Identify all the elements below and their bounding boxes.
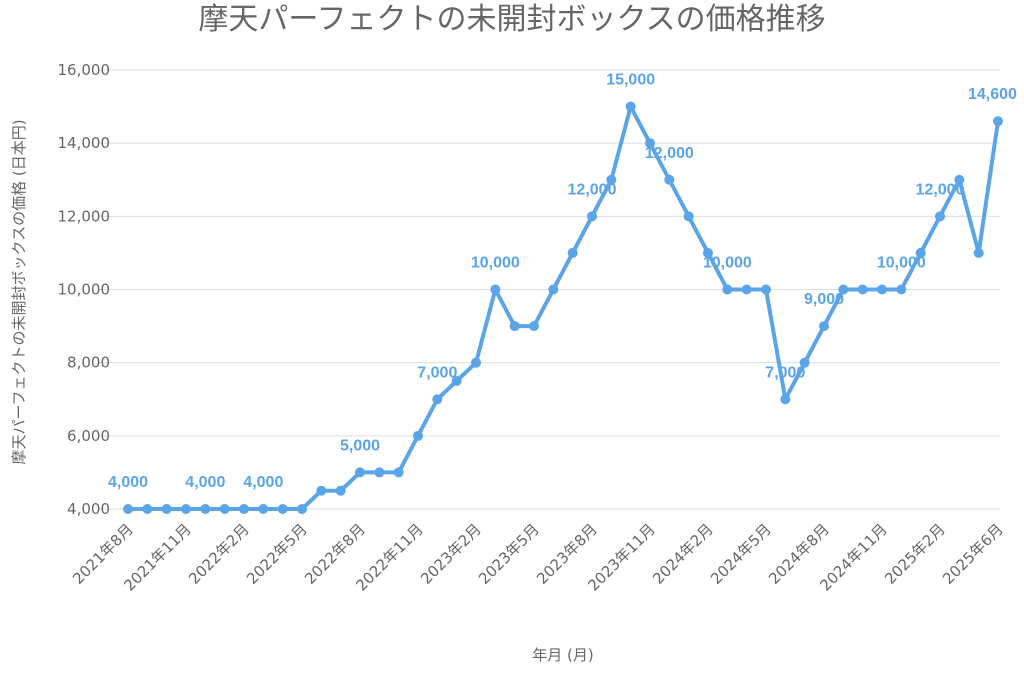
- data-point: [413, 430, 423, 441]
- data-labels: 4,000 4,000 4,000 5,000 7,000 10,000 12,000 15,…: [108, 72, 1017, 491]
- y-tick-label: 12,000: [58, 207, 111, 225]
- x-tick-label: 2024年2月: [649, 520, 717, 588]
- data-label: 15,000: [606, 72, 655, 89]
- x-tick-label: 2022年5月: [243, 520, 311, 588]
- data-point: [529, 321, 539, 332]
- y-axis-title: 摩天パーフェクトの未開封ボックスの価格 (日本円): [10, 119, 28, 464]
- data-point: [123, 504, 133, 514]
- data-point: [683, 211, 694, 222]
- y-tick-labels: 4,000 6,000 8,000 10,000 12,000 14,000 16,000: [58, 61, 111, 518]
- data-point: [761, 284, 771, 295]
- data-point: [877, 284, 887, 295]
- y-tick-label: 6,000: [67, 427, 110, 445]
- data-point: [915, 247, 926, 258]
- data-point: [780, 394, 791, 405]
- data-point: [219, 504, 230, 514]
- data-point: [393, 467, 404, 478]
- data-label: 5,000: [340, 437, 380, 454]
- data-label: 10,000: [703, 255, 752, 272]
- series-line-layer: [126, 104, 1000, 511]
- data-point: [606, 174, 617, 185]
- data-point: [664, 174, 675, 185]
- data-point: [142, 504, 153, 514]
- data-point: [799, 357, 810, 368]
- data-point: [954, 174, 965, 185]
- data-point: [857, 284, 868, 295]
- x-axis-title: 年月 (月): [532, 646, 593, 664]
- data-label: 12,000: [568, 181, 617, 198]
- chart-title: 摩天パーフェクトの未開封ボックスの価格推移: [198, 2, 826, 37]
- data-label: 4,000: [185, 474, 225, 491]
- data-point: [567, 247, 578, 258]
- data-point: [645, 138, 655, 149]
- data-label: 9,000: [804, 291, 844, 308]
- data-point: [258, 504, 269, 514]
- data-point: [973, 247, 984, 258]
- x-tick-label: 2025年2月: [881, 520, 949, 588]
- data-points: [123, 101, 1003, 514]
- x-tick-label: 2022年2月: [185, 520, 253, 588]
- data-label: 10,000: [877, 255, 926, 272]
- x-tick-label: 2025年6月: [939, 520, 1007, 588]
- data-label: 4,000: [108, 474, 148, 491]
- data-point: [819, 321, 829, 332]
- data-label: 4,000: [243, 474, 283, 491]
- x-tick-label: 2023年5月: [475, 520, 543, 588]
- data-point: [277, 504, 288, 514]
- data-point: [509, 321, 520, 332]
- data-point: [432, 394, 443, 405]
- x-tick-labels: 2021年8月2021年11月2022年2月2022年5月2022年8月2022…: [69, 520, 1007, 594]
- y-tick-label: 14,000: [58, 134, 111, 152]
- data-label: 12,000: [916, 181, 965, 198]
- data-point: [490, 284, 501, 295]
- data-point: [200, 504, 211, 514]
- data-point: [993, 116, 1003, 127]
- data-point: [471, 357, 481, 368]
- data-point: [935, 211, 945, 222]
- data-point: [703, 247, 713, 258]
- data-point: [239, 504, 249, 514]
- data-label: 10,000: [471, 255, 520, 272]
- x-tick-label: 2024年5月: [707, 520, 775, 588]
- data-point: [722, 284, 733, 295]
- y-tick-label: 8,000: [67, 354, 110, 372]
- data-label: 7,000: [765, 364, 805, 381]
- data-point: [335, 485, 346, 496]
- data-label: 7,000: [417, 364, 457, 381]
- series-line: [126, 104, 1000, 511]
- data-point: [181, 504, 191, 514]
- data-point: [355, 467, 365, 478]
- x-tick-label: 2023年2月: [417, 520, 485, 588]
- data-point: [896, 284, 907, 295]
- data-point: [161, 504, 172, 514]
- data-label: 14,600: [968, 86, 1017, 103]
- data-point: [316, 485, 327, 496]
- y-tick-label: 10,000: [58, 281, 111, 299]
- y-tick-label: 16,000: [58, 61, 111, 79]
- data-point: [451, 375, 462, 386]
- data-point: [838, 284, 849, 295]
- data-point: [297, 504, 307, 514]
- y-tick-label: 4,000: [67, 500, 110, 518]
- data-point: [548, 284, 559, 295]
- data-label: 12,000: [645, 145, 694, 162]
- data-point: [587, 211, 597, 222]
- data-point: [625, 101, 636, 112]
- data-point: [741, 284, 752, 295]
- data-point: [374, 467, 385, 478]
